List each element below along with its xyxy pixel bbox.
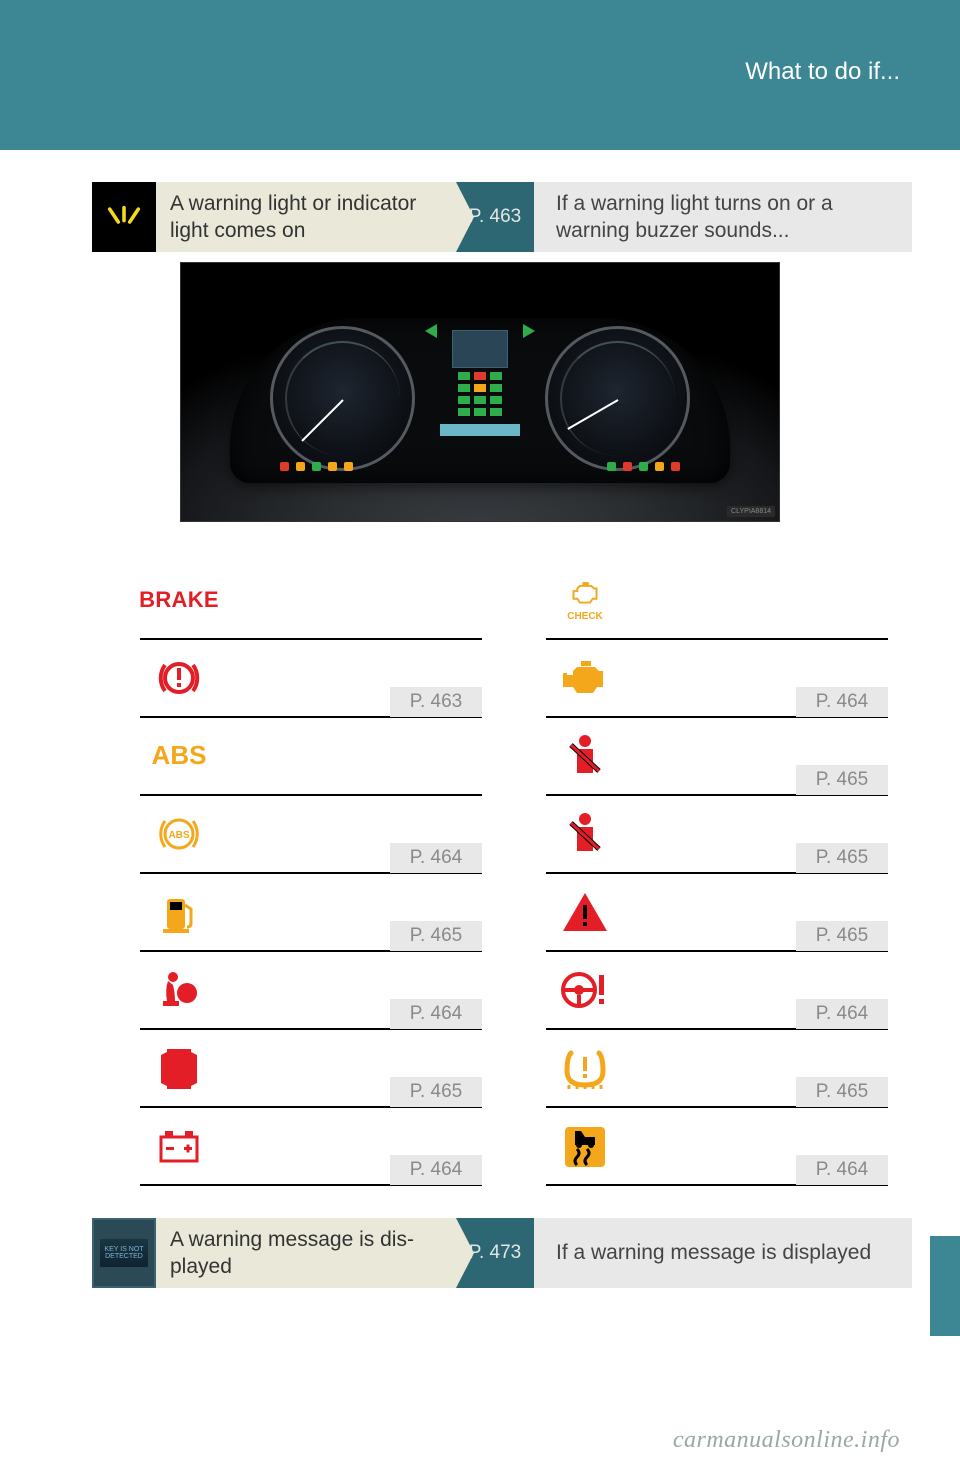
ref-right-label: If a warning message is displayed <box>534 1218 912 1288</box>
page-ref: P. 465 <box>390 1077 482 1107</box>
page-ref: P. 465 <box>796 843 888 873</box>
check-engine-solid-icon <box>546 648 624 708</box>
table-row: P. 465 <box>546 1030 888 1108</box>
battery-icon <box>140 1116 218 1176</box>
page-ref: P. 464 <box>796 687 888 717</box>
ref-left-label: A warning message is dis­played <box>156 1218 456 1288</box>
page-ref: P. 464 <box>390 999 482 1029</box>
ref-left-label: A warning light or indicator light comes… <box>156 182 456 252</box>
slip-indicator-icon <box>546 1116 624 1176</box>
warning-icon-table: BRAKE P. 463 ABS P. 464 P. 465 P. 464 P.… <box>140 562 888 1186</box>
table-row: P. 465 <box>546 718 888 796</box>
seatbelt-passenger-icon <box>546 804 624 864</box>
page-ref: P. 464 <box>796 1155 888 1185</box>
table-row: BRAKE <box>140 562 482 640</box>
table-row: P. 465 <box>546 874 888 952</box>
section-tab <box>930 1236 960 1336</box>
table-row: P. 464 <box>140 796 482 874</box>
header-title: What to do if... <box>745 58 900 85</box>
ref-right-label: If a warning light turns on or a warning… <box>534 182 912 252</box>
speedometer-gauge <box>270 326 415 471</box>
table-row: ABS <box>140 718 482 796</box>
footer-watermark: carmanualsonline.info <box>673 1425 900 1456</box>
master-warning-icon <box>546 882 624 942</box>
table-row: P. 464 <box>140 952 482 1030</box>
power-steering-icon <box>546 960 624 1020</box>
turn-signal-left-icon <box>425 324 437 338</box>
brake-text-icon: BRAKE <box>140 570 218 630</box>
page-ref: P. 465 <box>390 921 482 951</box>
table-row: P. 465 <box>140 874 482 952</box>
ref-bar-warning-light: A warning light or indicator light comes… <box>92 182 912 252</box>
table-row: P. 463 <box>140 640 482 718</box>
page-ref: P. 464 <box>796 999 888 1029</box>
ref-bar-warning-message: KEY IS NOT DETECTED A warning message is… <box>92 1218 912 1288</box>
page-ref: P. 464 <box>390 1155 482 1185</box>
center-display <box>440 330 520 460</box>
table-row: P. 464 <box>546 640 888 718</box>
page-ref: P. 465 <box>796 765 888 795</box>
instrument-cluster-figure: CLYPIA8814 <box>0 262 960 522</box>
abs-text-icon: ABS <box>140 726 218 786</box>
table-row: P. 464 <box>546 1108 888 1186</box>
fuel-icon <box>140 882 218 942</box>
turn-signal-right-icon <box>523 324 535 338</box>
warning-burst-icon <box>92 182 156 252</box>
table-row: P. 465 <box>546 796 888 874</box>
page-ref: P. 463 <box>390 687 482 717</box>
figure-id-tag: CLYPIA8814 <box>727 506 775 517</box>
check-engine-outline-icon: CHECK <box>546 570 624 630</box>
tachometer-gauge <box>545 326 690 471</box>
door-open-icon <box>140 1038 218 1098</box>
seatbelt-driver-icon <box>546 726 624 786</box>
page-ref: P. 465 <box>796 921 888 951</box>
abs-circle-icon <box>140 804 218 864</box>
brake-circle-icon <box>140 648 218 708</box>
table-row: P. 464 <box>140 1108 482 1186</box>
page-ref: P. 464 <box>390 843 482 873</box>
table-row: P. 465 <box>140 1030 482 1108</box>
table-row: P. 464 <box>546 952 888 1030</box>
warning-message-thumb-icon: KEY IS NOT DETECTED <box>92 1218 156 1288</box>
page-header: What to do if... <box>0 0 960 150</box>
airbag-icon <box>140 960 218 1020</box>
page-ref: P. 465 <box>796 1077 888 1107</box>
table-row: CHECK <box>546 562 888 640</box>
tire-pressure-icon <box>546 1038 624 1098</box>
